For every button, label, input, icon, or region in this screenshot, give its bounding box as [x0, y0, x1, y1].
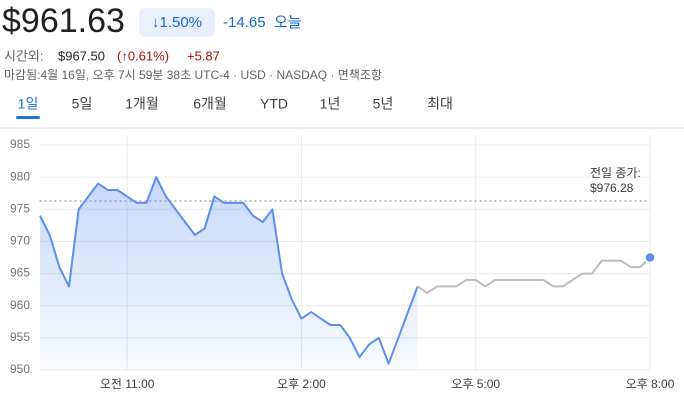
- y-tick-label: 970: [10, 234, 30, 248]
- after-hours-label: 시간외:: [4, 48, 44, 63]
- x-tick-label: 오후 5:00: [451, 377, 500, 391]
- last-point: [644, 251, 656, 264]
- x-tick-label: 오후 8:00: [626, 377, 675, 391]
- period: 오늘: [274, 14, 302, 31]
- price: $961.63: [2, 2, 125, 40]
- area-fill: [40, 177, 418, 370]
- tab-indicator: [16, 116, 40, 119]
- tab[interactable]: 최대: [427, 96, 453, 112]
- change-badge: [139, 8, 215, 37]
- change: -14.65: [223, 14, 266, 31]
- y-tick-label: 950: [10, 362, 30, 376]
- tab[interactable]: 1일: [18, 96, 39, 112]
- price-line: [417, 256, 651, 294]
- tab[interactable]: 1개월: [125, 96, 159, 112]
- tab[interactable]: YTD: [260, 96, 288, 112]
- previous-close-label: 전일 종가:: [590, 166, 641, 180]
- price-line: [39, 176, 419, 365]
- y-tick-label: 955: [10, 330, 30, 344]
- previous-close-value: $976.28: [590, 181, 634, 195]
- tab[interactable]: 5년: [373, 96, 394, 112]
- y-tick-label: 975: [10, 201, 30, 215]
- after-hours-change: +5.87: [187, 48, 220, 63]
- info: 마감됨:4월 16일, 오후 7시 59분 38초 UTC-4 · USD · …: [4, 67, 382, 82]
- y-tick-label: 980: [10, 169, 30, 183]
- x-tick-label: 오전 11:00: [100, 377, 155, 391]
- y-tick-label: 985: [10, 137, 30, 151]
- y-tick-label: 965: [10, 266, 30, 280]
- x-tick-label: 오후 2:00: [277, 377, 326, 391]
- tab[interactable]: 5일: [72, 96, 93, 112]
- after-hours-price: $967.50: [58, 48, 105, 63]
- after-hours-pct: (↑0.61%): [117, 48, 169, 63]
- y-tick-label: 960: [10, 298, 30, 312]
- tabs: 1일 5일 1개월 6개월 YTD 1년 5년 최대: [18, 96, 453, 112]
- tab[interactable]: 6개월: [193, 96, 227, 112]
- tab[interactable]: 1년: [320, 96, 341, 112]
- change-pct: ↓1.50%: [152, 14, 202, 31]
- chart: 950 955 960 965 970 975 980 985 오전 11:00 오후 2:00 오…: [10, 135, 675, 391]
